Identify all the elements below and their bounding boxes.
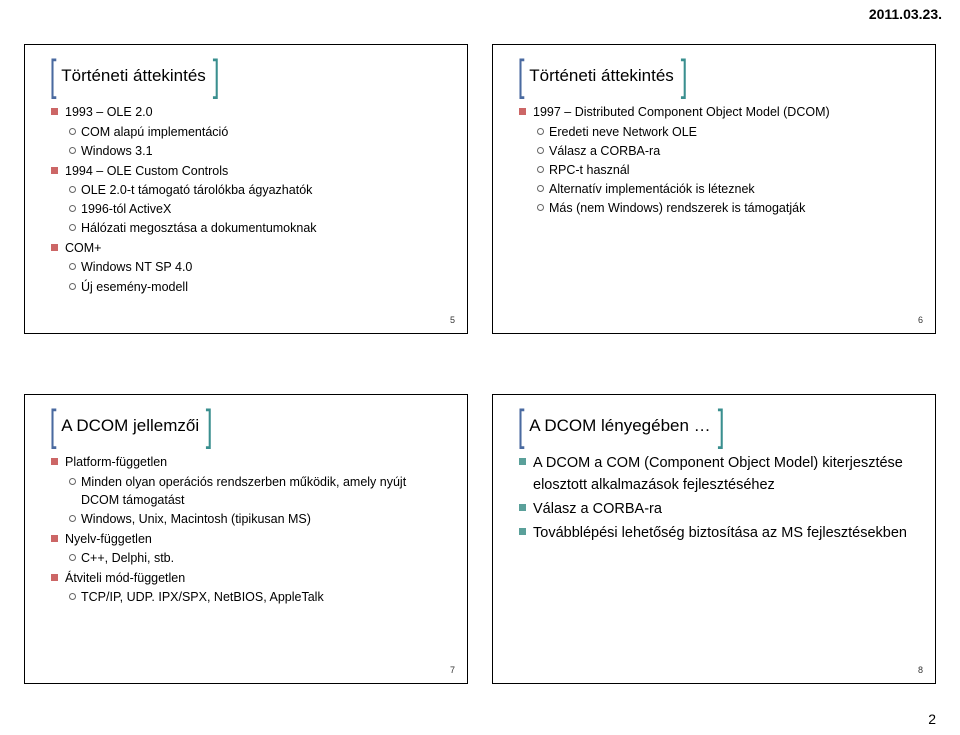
sub-list-item: Eredeti neve Network OLE — [549, 123, 913, 141]
bullet-list: A DCOM a COM (Component Object Model) ki… — [515, 453, 913, 544]
sub-list-item: Válasz a CORBA-ra — [549, 142, 913, 160]
slide: [Történeti áttekintés] 1993 – OLE 2.0 COM … — [24, 44, 468, 334]
sub-list-item: Új esemény-modell — [81, 278, 445, 296]
sub-list: COM alapú implementációWindows 3.1 — [65, 123, 445, 160]
list-item-text: Nyelv-független — [65, 532, 152, 546]
slide-title: A DCOM lényegében … — [525, 414, 716, 439]
bracket-left-icon: [ — [50, 63, 57, 89]
list-item: Platform-független Minden olyan operációs… — [65, 453, 445, 528]
list-item-text: 1997 – Distributed Component Object Mode… — [533, 105, 830, 119]
list-item: 1994 – OLE Custom Controls OLE 2.0-t támo… — [65, 162, 445, 238]
bullet-list: 1997 – Distributed Component Object Mode… — [515, 103, 913, 217]
list-item: 1993 – OLE 2.0 COM alapú implementációWin… — [65, 103, 445, 159]
sub-list-item: COM alapú implementáció — [81, 123, 445, 141]
list-item-text: 1994 – OLE Custom Controls — [65, 164, 228, 178]
slide: [A DCOM jellemzői] Platform-független Mind… — [24, 394, 468, 684]
sub-list-item: Windows, Unix, Macintosh (tipikusan MS) — [81, 510, 445, 528]
sub-list: Windows NT SP 4.0 Új esemény-modell — [65, 258, 445, 295]
sub-list-item: Más (nem Windows) rendszerek is támogatj… — [549, 199, 913, 217]
slide-title-wrap: [Történeti áttekintés] — [515, 63, 913, 89]
sub-list: Eredeti neve Network OLEVálasz a CORBA-r… — [533, 123, 913, 218]
sub-list-item: Alternatív implementációk is léteznek — [549, 180, 913, 198]
bracket-left-icon: [ — [50, 413, 57, 439]
list-item-text: COM+ — [65, 241, 101, 255]
bullet-list: Platform-független Minden olyan operációs… — [47, 453, 445, 606]
slides-grid: [Történeti áttekintés]1993 – OLE 2.0COM … — [24, 44, 936, 684]
bracket-right-icon: ] — [206, 413, 213, 439]
list-item: 1997 – Distributed Component Object Mode… — [533, 103, 913, 217]
bracket-left-icon: [ — [518, 63, 525, 89]
bullet-list: 1993 – OLE 2.0COM alapú implementációWin… — [47, 103, 445, 295]
list-item-text: Válasz a CORBA-ra — [533, 501, 662, 517]
slide-title: Történeti áttekintés — [525, 64, 680, 89]
list-item: Továbblépési lehetőség biztosítása az MS… — [533, 523, 913, 545]
sub-list-item: Windows 3.1 — [81, 142, 445, 160]
sub-list: TCP/IP, UDP. IPX/SPX, NetBIOS, AppleTalk — [65, 588, 445, 606]
sub-list-item: 1996-tól ActiveX — [81, 200, 445, 218]
slide-number: 6 — [918, 314, 923, 327]
bracket-right-icon: ] — [717, 413, 724, 439]
sub-list-item: Minden olyan operációs rendszerben működ… — [81, 473, 445, 509]
list-item-text: Átviteli mód-független — [65, 571, 185, 585]
slide-number: 8 — [918, 664, 923, 677]
page-date: 2011.03.23. — [869, 6, 942, 22]
sub-list-item: OLE 2.0-t támogató tárolókba ágyazhatók — [81, 181, 445, 199]
slide-title-wrap: [Történeti áttekintés] — [47, 63, 445, 89]
sub-list: OLE 2.0-t támogató tárolókba ágyazhatók1… — [65, 181, 445, 237]
bracket-left-icon: [ — [518, 413, 525, 439]
sub-list-item: TCP/IP, UDP. IPX/SPX, NetBIOS, AppleTalk — [81, 588, 445, 606]
slide: [A DCOM lényegében …] A DCOM a COM (Compo… — [492, 394, 936, 684]
sub-list: C++, Delphi, stb. — [65, 549, 445, 567]
sub-list: Minden olyan operációs rendszerben működ… — [65, 473, 445, 528]
list-item: Válasz a CORBA-ra — [533, 499, 913, 521]
slide-title-wrap: [A DCOM lényegében …] — [515, 413, 913, 439]
list-item: Átviteli mód-független TCP/IP, UDP. IPX/S… — [65, 569, 445, 606]
list-item: COM+ Windows NT SP 4.0 Új esemény-modell — [65, 239, 445, 295]
list-item-text: Platform-független — [65, 455, 167, 469]
bracket-right-icon: ] — [681, 63, 688, 89]
sub-list-item: Windows NT SP 4.0 — [81, 258, 445, 276]
page-number: 2 — [928, 711, 936, 727]
sub-list-item: C++, Delphi, stb. — [81, 549, 445, 567]
slide: [Történeti áttekintés] 1997 – Distributed… — [492, 44, 936, 334]
list-item-text: A DCOM a COM (Component Object Model) ki… — [533, 455, 903, 493]
list-item: A DCOM a COM (Component Object Model) ki… — [533, 453, 913, 497]
list-item-text: 1993 – OLE 2.0 — [65, 105, 153, 119]
slide-title: Történeti áttekintés — [57, 64, 212, 89]
slide-title-wrap: [A DCOM jellemzői] — [47, 413, 445, 439]
slide-title: A DCOM jellemzői — [57, 414, 205, 439]
list-item: Nyelv-független C++, Delphi, stb. — [65, 530, 445, 567]
slide-number: 7 — [450, 664, 455, 677]
sub-list-item: RPC-t használ — [549, 161, 913, 179]
bracket-right-icon: ] — [213, 63, 220, 89]
slide-number: 5 — [450, 314, 455, 327]
list-item-text: Továbblépési lehetőség biztosítása az MS… — [533, 525, 907, 541]
sub-list-item: Hálózati megosztása a dokumentumoknak — [81, 219, 445, 237]
